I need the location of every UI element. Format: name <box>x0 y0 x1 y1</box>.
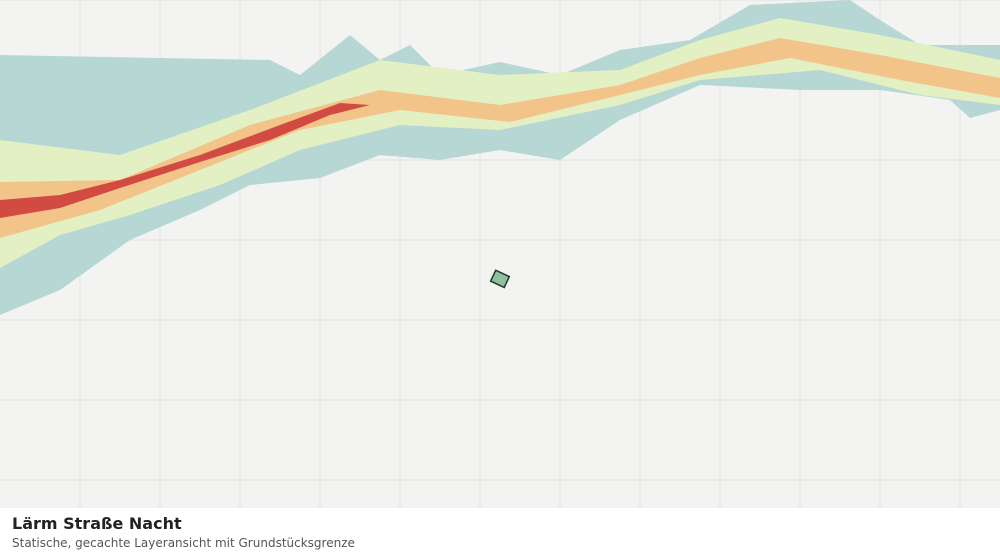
map-title: Lärm Straße Nacht <box>12 514 182 533</box>
parcel-boundary <box>489 269 511 289</box>
map <box>0 0 1000 508</box>
noise-zone-very-high <box>0 103 370 218</box>
noise-zone-mid <box>0 18 1000 268</box>
map-subtitle: Statische, gecachte Layeransicht mit Gru… <box>12 536 355 550</box>
noise-zone-low <box>0 0 1000 315</box>
